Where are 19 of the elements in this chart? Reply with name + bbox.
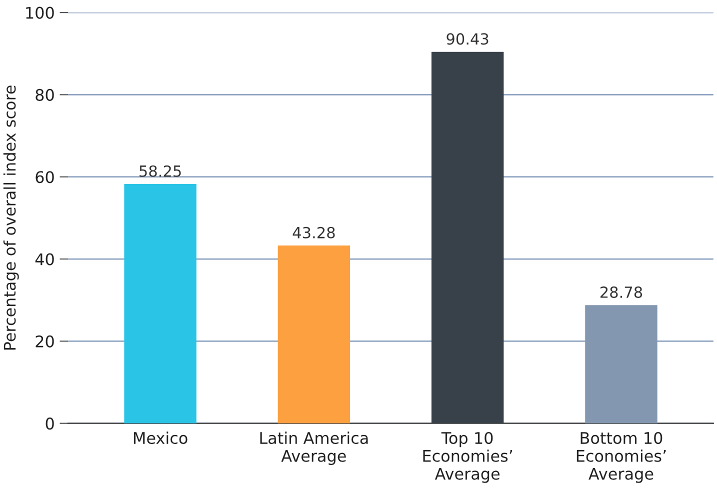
y-tick-label: 40 <box>35 253 54 266</box>
x-tick-label: Mexico <box>134 432 188 444</box>
bar <box>124 184 196 424</box>
bar <box>278 246 350 424</box>
bar <box>585 305 658 424</box>
data-label: 28.78 <box>600 286 642 298</box>
x-tick-label: Top 10 Economies’ Average <box>423 432 512 483</box>
y-tick-label: 100 <box>26 6 54 19</box>
y-axis-title: Percentage of overall index score <box>3 86 19 350</box>
y-tick-label: 80 <box>36 88 54 101</box>
y-tick-label: 60 <box>36 171 54 184</box>
x-tick-label: Latin America Average <box>260 432 368 466</box>
data-label: 58.25 <box>140 165 181 177</box>
bar <box>431 52 504 424</box>
x-tick-label: Bottom 10 Economies’ Average <box>576 432 666 483</box>
data-label: 43.28 <box>292 226 335 238</box>
data-label: 90.43 <box>446 33 488 45</box>
y-tick-label: 20 <box>36 335 54 348</box>
y-tick-label: 0 <box>46 418 54 430</box>
